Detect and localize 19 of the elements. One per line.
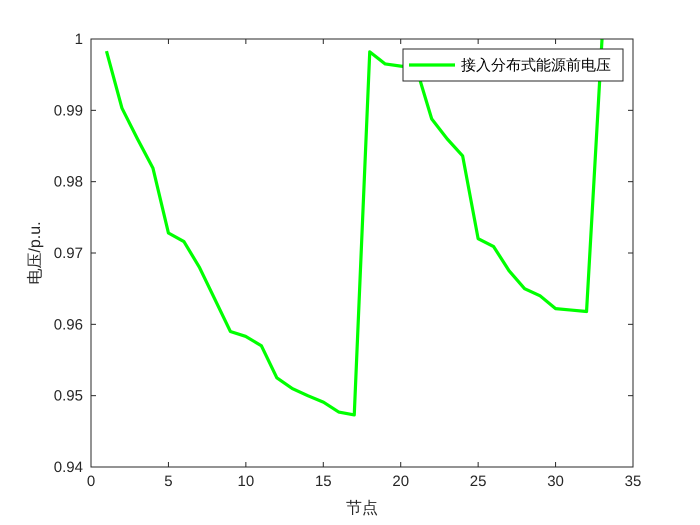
- x-tick-label: 20: [392, 473, 410, 490]
- x-tick-label: 35: [624, 473, 642, 490]
- y-tick-label: 0.95: [54, 388, 83, 405]
- legend: 接入分布式能源前电压: [402, 48, 624, 82]
- y-tick-label: 0.97: [54, 245, 83, 262]
- y-tick-label: 0.96: [54, 316, 83, 334]
- y-axis-title: 电压/p.u.: [26, 221, 44, 285]
- y-tick-label: 1: [74, 31, 83, 48]
- y-tick-label: 0.99: [54, 102, 83, 120]
- x-tick-label: 25: [470, 473, 486, 490]
- x-tick-label: 5: [164, 473, 173, 490]
- y-tick-label: 0.98: [54, 174, 83, 191]
- legend-label: 接入分布式能源前电压: [461, 56, 611, 74]
- x-axis-title: 节点: [346, 499, 378, 517]
- x-tick-label: 10: [238, 473, 254, 490]
- x-tick-label: 0: [86, 473, 96, 490]
- x-tick-label: 15: [314, 473, 332, 490]
- x-tick-label: 30: [547, 473, 564, 490]
- y-tick-label: 0.94: [54, 459, 83, 476]
